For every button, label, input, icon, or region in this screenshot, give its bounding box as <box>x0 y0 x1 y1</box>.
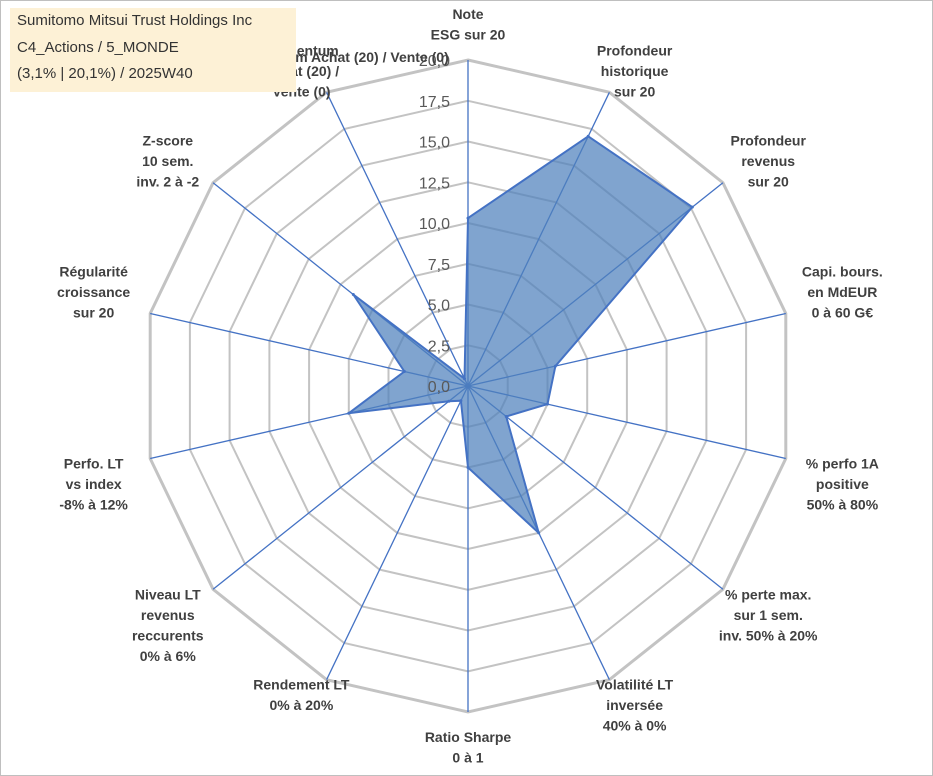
axis-label: Profondeur historique sur 20 <box>597 42 673 99</box>
series-point <box>690 205 694 209</box>
tick-label: 7,5 <box>428 257 450 274</box>
axis-label: % perte max. sur 1 sem. inv. 50% à 20% <box>719 586 818 643</box>
radar-axis-labels: Note ESG sur 20 Profondeur historique sur 20… <box>57 6 883 766</box>
radar-tick-labels: 0,0 2,5 5,0 7,5 10,0 12,5 15,0 17,5 20,0 <box>419 53 450 396</box>
tick-label: 5,0 <box>428 298 450 315</box>
axis-label: Note ESG sur 20 <box>431 6 506 43</box>
series-point <box>504 415 508 418</box>
series-point <box>466 466 470 469</box>
series-point <box>466 216 470 220</box>
series-point <box>351 293 355 296</box>
axis-label: Rendement LT 0% à 20% <box>253 677 350 714</box>
title-company: Sumitomo Mitsui Trust Holdings Inc <box>17 12 253 29</box>
axis-spoke <box>326 385 469 680</box>
tick-label: 12,5 <box>419 175 450 192</box>
tick-label: 2,5 <box>428 338 450 355</box>
series-point <box>459 399 463 403</box>
axis-spoke <box>467 385 724 590</box>
series-area <box>345 135 694 537</box>
axis-label: % perfo 1A positive 50% à 80% <box>806 456 879 513</box>
series-point <box>402 370 406 373</box>
title-category: C4_Actions / 5_MONDE <box>17 39 179 56</box>
radar-series <box>345 134 694 537</box>
tick-label: 0,0 <box>428 379 450 396</box>
axis-label: Z-score 10 sem. inv. 2 à -2 <box>136 133 199 190</box>
title-box: Sumitomo Mitsui Trust Holdings Inc C4_Ac… <box>10 8 296 92</box>
axis-label: Profondeur revenus sur 20 <box>730 133 806 190</box>
axis-label: Régularité croissance sur 20 <box>57 263 130 320</box>
series-point <box>553 364 557 368</box>
tick-label: 15,0 <box>419 135 450 152</box>
axis-spoke <box>326 92 469 387</box>
tick-label: 20,0 <box>419 53 450 70</box>
tick-label: 17,5 <box>419 94 450 111</box>
series-point <box>537 531 541 535</box>
title-period: (3,1% | 20,1%) / 2025W40 <box>17 65 193 82</box>
series-point <box>447 399 451 403</box>
axis-label: Ratio Sharpe 0 à 1 <box>425 729 512 766</box>
series-point <box>463 377 466 381</box>
axis-label: Volatilité LT inversée 40% à 0% <box>596 677 674 734</box>
tick-label: 10,0 <box>419 216 450 233</box>
series-point <box>347 411 351 415</box>
axis-label: Capi. bours. en MdEUR 0 à 60 G€ <box>802 263 883 320</box>
axis-spoke <box>212 385 469 590</box>
series-point <box>586 134 590 138</box>
axis-label: Niveau LT revenus reccurents 0% à 6% <box>132 586 204 664</box>
series-point <box>546 402 549 406</box>
axis-label: Perfo. LT vs index -8% à 12% <box>59 456 128 513</box>
